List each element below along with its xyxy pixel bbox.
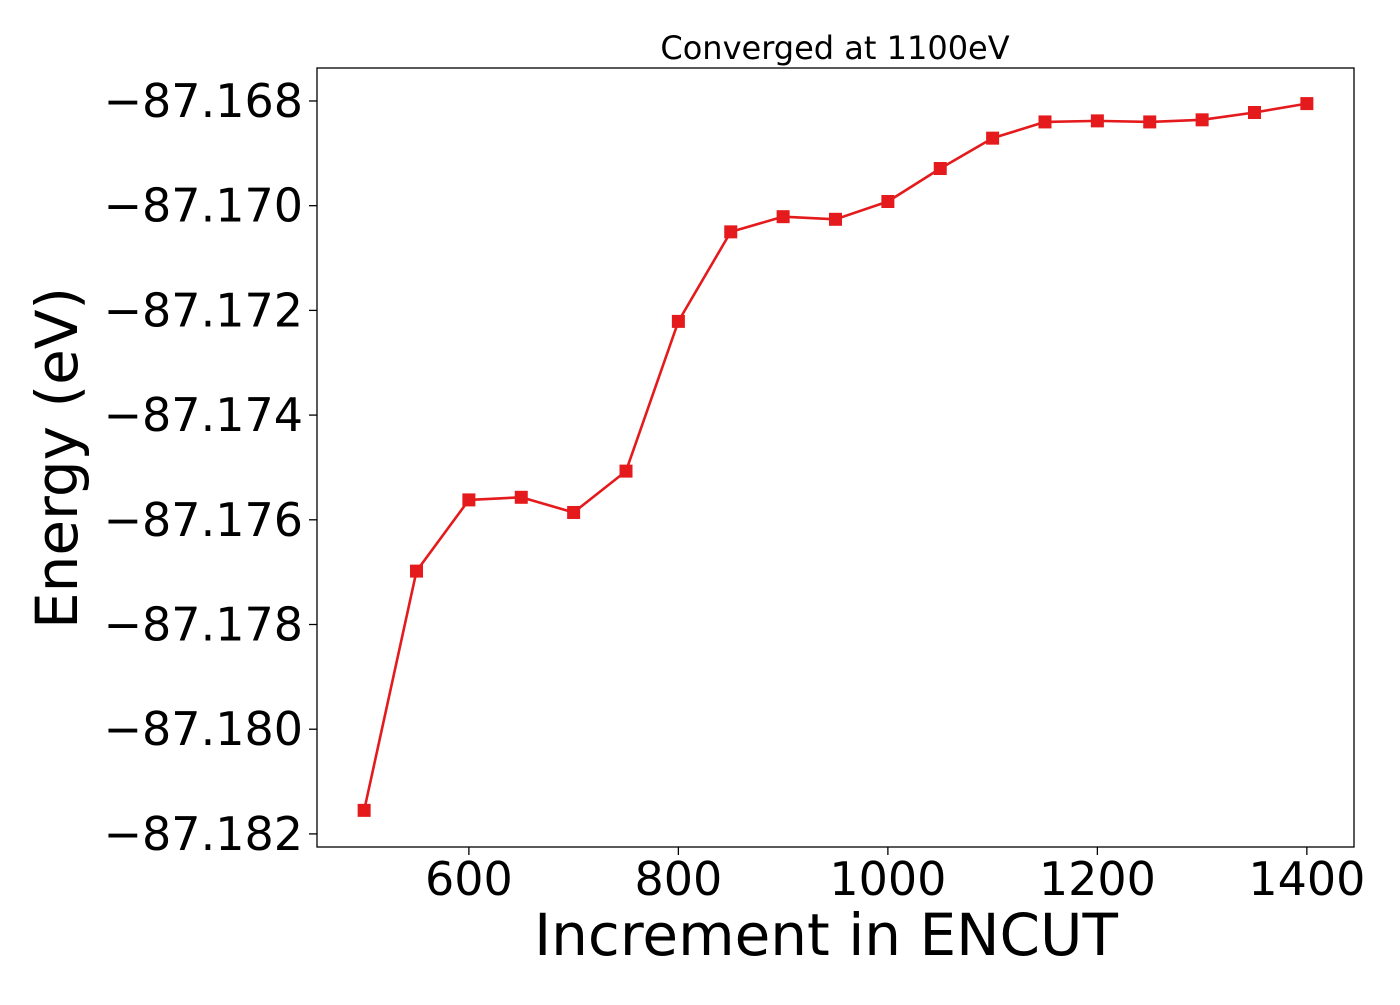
y-tick-label: −87.182 — [104, 807, 304, 861]
y-tick-label: −87.170 — [104, 179, 304, 233]
x-tick-label: 600 — [425, 852, 513, 906]
plot-area-frame — [316, 67, 1355, 848]
data-point-marker — [1090, 114, 1104, 128]
data-point-marker — [410, 564, 424, 578]
series-line — [362, 102, 1308, 811]
data-point-marker — [567, 505, 581, 519]
data-point-marker — [1300, 97, 1314, 111]
y-axis: −87.168 −87.170 −87.172 −87.174 −87.176 −87.1… — [104, 74, 317, 861]
data-point-marker — [776, 210, 790, 224]
data-point-marker — [881, 194, 895, 208]
x-axis: 600 800 1000 1200 1400 — [425, 847, 1365, 906]
y-axis-label: Energy (eV) — [23, 287, 91, 629]
x-tick-label: 1200 — [1039, 852, 1156, 906]
data-point-marker — [933, 162, 947, 176]
y-tick-label: −87.168 — [104, 74, 304, 128]
data-point-marker — [1195, 113, 1209, 127]
data-point-marker — [619, 464, 633, 478]
x-tick-label: 1400 — [1248, 852, 1365, 906]
chart-title: Converged at 1100eV — [660, 29, 1009, 67]
y-tick-label: −87.174 — [104, 388, 304, 442]
series-layer — [357, 97, 1314, 817]
data-point-marker — [1038, 115, 1052, 129]
data-point-marker — [462, 493, 476, 507]
x-tick-label: 1000 — [829, 852, 946, 906]
data-point-marker — [514, 490, 528, 504]
y-tick-label: −87.178 — [104, 598, 304, 652]
y-tick-label: −87.176 — [104, 493, 304, 547]
data-point-marker — [357, 803, 371, 817]
data-point-marker — [829, 212, 842, 226]
x-tick-label: 800 — [634, 852, 722, 906]
x-axis-label: Increment in ENCUT — [534, 901, 1118, 969]
y-tick-label: −87.172 — [104, 283, 304, 337]
data-point-marker — [1247, 105, 1261, 119]
data-point-marker — [1143, 115, 1157, 129]
data-point-marker — [724, 225, 738, 239]
data-point-marker — [671, 314, 685, 328]
data-point-marker — [986, 131, 1000, 145]
y-tick-label: −87.180 — [104, 702, 304, 756]
